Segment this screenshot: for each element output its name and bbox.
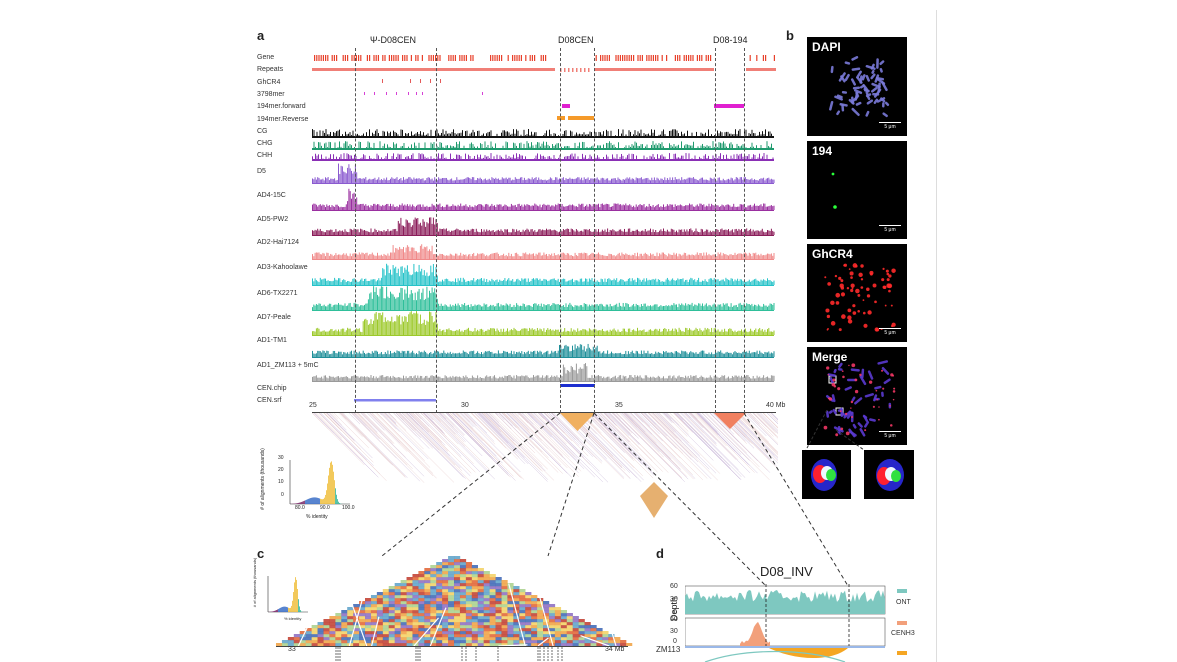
identity-heatmap-c: [276, 556, 633, 646]
legend-cenh3-label: CENH3: [891, 630, 915, 637]
inset-a-xtick: 80.0: [295, 505, 305, 511]
d-ytick: 60: [670, 616, 678, 623]
legend-ont-swatch: [897, 589, 907, 593]
dapi-image: DAPI 5 μm: [807, 37, 907, 136]
track-label-ad6: AD6-TX2271: [257, 290, 298, 297]
track-label-cen-chip: CEN.chip: [257, 385, 287, 392]
merge-zoom-2: [864, 450, 914, 499]
d-ytick: 30: [670, 596, 678, 603]
track-label-ghcr4: GhCR4: [257, 79, 281, 86]
inset-a-xtick: 100.0: [342, 505, 355, 511]
d-ytick: 30: [670, 628, 678, 635]
axis-tick-40: 40 Mb: [766, 402, 786, 409]
track-label-ad1-zm113: AD1_ZM113 + 5mC: [257, 362, 319, 369]
probe-194-label: 194: [812, 144, 833, 158]
guide-line: [744, 48, 745, 413]
inset-histogram-c: # of alignments (thousands) % identity: [252, 558, 322, 622]
inset-a-xtick: 90.0: [320, 505, 330, 511]
sample-label: ZM113: [656, 645, 681, 654]
inset-c-ylabel: # of alignments (thousands): [252, 557, 258, 608]
genome-axis: [312, 412, 776, 413]
track-label-chh: CHH: [257, 152, 273, 159]
panel-d-letter: d: [656, 546, 664, 561]
scale-bar: 5 μm: [879, 225, 901, 233]
track-label-ad1-tm1: AD1-TM1: [257, 337, 287, 344]
guide-line: [715, 48, 716, 413]
axis-tick-25: 25: [309, 402, 317, 409]
track-label-ad3: AD3-Kahoolawe: [257, 264, 308, 271]
track-label-d5: D5: [257, 168, 266, 175]
merge-zoom-lines: [805, 410, 865, 451]
track-label-ad5: AD5-PW2: [257, 216, 289, 223]
inset-a-ytick: 20: [278, 467, 284, 473]
axis-tick-35: 35: [615, 402, 623, 409]
track-label-cen-srf: CEN.srf: [257, 397, 282, 404]
axis-c: [276, 646, 628, 647]
inset-a-ylabel: # of alignments (thousands): [259, 448, 266, 510]
inset-a-ytick: 30: [278, 455, 284, 461]
scale-bar: 5 μm: [879, 431, 901, 439]
guide-line: [436, 48, 437, 413]
inset-a-xlabel: % identity: [306, 514, 328, 520]
region-label-d08cen: D08CEN: [558, 35, 594, 45]
axis-c-tick-33: 33: [288, 646, 296, 653]
panel-d-title: D08_INV: [760, 564, 813, 579]
track-label-repeats: Repeats: [257, 66, 284, 73]
scale-bar: 5 μm: [879, 122, 901, 130]
track-label-cg: CG: [257, 128, 268, 135]
identity-heatmap-a: [312, 413, 778, 518]
d-ytick: 0: [673, 638, 677, 645]
ghcr4-image: GhCR4 5 μm: [807, 244, 907, 342]
axis-c-tick-34: 34 Mb: [605, 646, 625, 653]
inset-a-ytick: 10: [278, 479, 284, 485]
track-label-194mer-forward: 194mer.forward: [257, 103, 306, 110]
merge-image: Merge 5 μm: [807, 347, 907, 445]
region-label-psi-d08cen: Ψ-D08CEN: [370, 35, 417, 45]
legend-ont-label: ONT: [896, 599, 911, 606]
d-ytick: 60: [670, 583, 678, 590]
track-label-ad2: AD2-Hai7124: [257, 239, 300, 246]
legend-orange-swatch: [897, 651, 907, 655]
track-label-194mer-reverse: 194mer.Reverse: [257, 116, 309, 123]
scale-bar: 5 μm: [879, 328, 901, 336]
probe-194-image: 194 5 μm: [807, 141, 907, 239]
legend-cenh3-swatch: [897, 621, 907, 625]
inset-a-ytick: 0: [281, 492, 284, 498]
track-label-chg: CHG: [257, 140, 273, 147]
ghcr4-label: GhCR4: [812, 247, 853, 261]
panel-a-letter: a: [257, 28, 265, 43]
track-label-gene: Gene: [257, 54, 275, 61]
dapi-label: DAPI: [812, 40, 841, 54]
merge-label: Merge: [812, 350, 848, 364]
guide-line: [355, 48, 356, 413]
region-label-d08-194: D08-194: [713, 35, 748, 45]
track-label-ad7: AD7-Peale: [257, 314, 291, 321]
guide-line: [594, 48, 595, 413]
column-divider: [936, 10, 937, 662]
track-label-3798mer: 3798mer: [257, 91, 285, 98]
d-ytick: 0: [673, 609, 677, 616]
inset-histogram-a: # of alignments (thousands) % identity 3…: [260, 448, 362, 522]
guide-line: [560, 48, 561, 413]
axis-c-marks: [335, 647, 563, 661]
track-label-ad4: AD4-15C: [257, 192, 286, 199]
inset-c-xlabel: % identity: [284, 616, 302, 621]
merge-zoom-1: [802, 450, 851, 499]
axis-tick-30: 30: [461, 402, 469, 409]
panel-b-letter: b: [786, 28, 794, 43]
depth-plot: [685, 584, 886, 662]
panel-c-letter: c: [257, 546, 265, 561]
genome-tracks: [312, 55, 776, 402]
